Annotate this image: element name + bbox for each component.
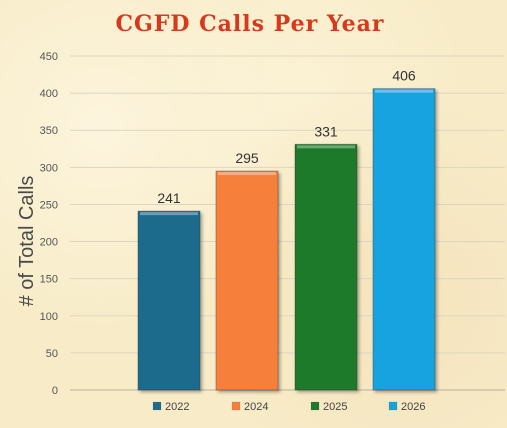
legend-label-2026: 2026 — [401, 401, 425, 413]
legend-swatch-2024 — [231, 401, 241, 411]
y-tick-label-200: 200 — [40, 237, 58, 249]
y-tick-label-450: 450 — [40, 51, 58, 63]
y-tick-label-150: 150 — [40, 274, 58, 286]
bar-highlight-2026 — [375, 89, 433, 93]
bar-2026 — [372, 88, 436, 391]
data-label-2026: 406 — [392, 68, 416, 84]
y-tick-label-50: 50 — [46, 348, 58, 360]
bar-2025 — [294, 143, 358, 391]
legend-swatch-2026 — [388, 401, 398, 411]
bars — [137, 88, 436, 391]
legend: 2022 2024 2025 2026 — [152, 401, 425, 413]
bar-highlight-2022 — [140, 212, 198, 216]
legend-label-2024: 2024 — [244, 401, 268, 413]
y-tick-label-350: 350 — [40, 125, 58, 137]
y-tick-label-250: 250 — [40, 199, 58, 211]
chart-title: CGFD Calls Per Year — [115, 11, 384, 37]
y-tick-label-0: 0 — [52, 385, 58, 397]
y-tick-label-400: 400 — [40, 88, 58, 100]
y-tick-label-100: 100 — [40, 311, 58, 323]
y-axis-label: # of Total Calls — [16, 176, 38, 307]
data-label-2022: 241 — [157, 190, 181, 206]
bar-highlight-2024 — [218, 172, 276, 176]
legend-label-2025: 2025 — [323, 401, 347, 413]
y-axis-ticks: 0 50 100 150 200 250 300 350 400 450 — [40, 51, 58, 397]
bar-2024 — [215, 170, 279, 391]
legend-swatch-2025 — [310, 401, 320, 411]
legend-label-2022: 2022 — [165, 401, 189, 413]
gridlines — [70, 55, 505, 391]
bar-highlight-2025 — [297, 145, 355, 149]
y-tick-label-300: 300 — [40, 162, 58, 174]
data-labels: 241 295 331 406 — [157, 68, 416, 206]
bar-2022 — [137, 210, 201, 391]
data-label-2024: 295 — [235, 150, 259, 166]
legend-swatch-2022 — [152, 401, 162, 411]
data-label-2025: 331 — [314, 123, 338, 139]
